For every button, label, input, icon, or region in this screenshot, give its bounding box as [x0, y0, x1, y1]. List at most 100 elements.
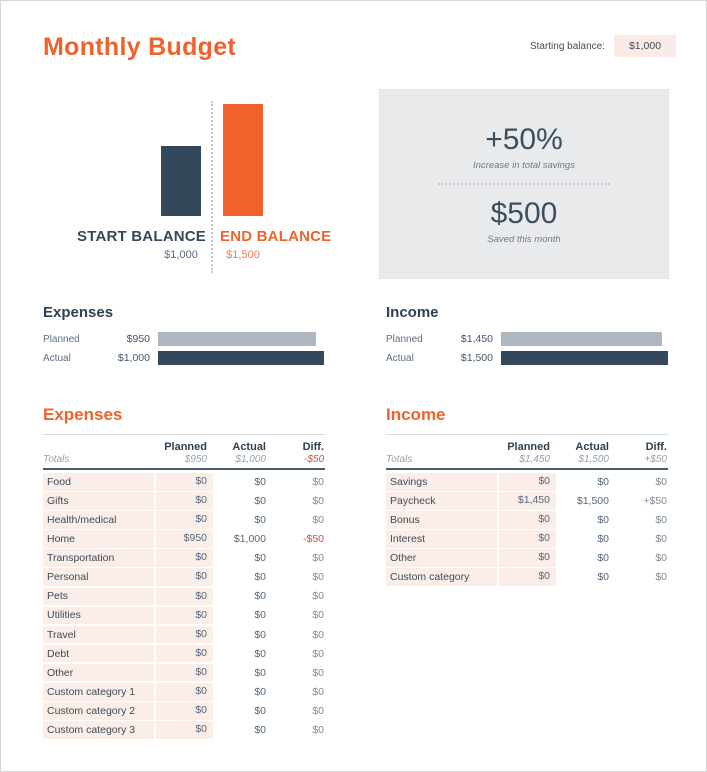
planned-cell[interactable]: $0	[156, 702, 213, 720]
actual-cell[interactable]: $0	[254, 590, 266, 603]
actual-cell[interactable]: $0	[254, 494, 266, 507]
planned-cell[interactable]: $0	[156, 568, 213, 586]
planned-cell[interactable]: $0	[156, 511, 213, 529]
actual-cell[interactable]: $0	[254, 666, 266, 679]
diff-cell: $0	[312, 685, 324, 698]
category-cell[interactable]: Custom category	[386, 568, 499, 586]
starting-balance-label: Starting balance:	[529, 40, 605, 52]
summary-bar	[158, 332, 316, 346]
starting-balance: Starting balance: $1,000	[530, 35, 676, 57]
actual-cell[interactable]: $0	[254, 571, 266, 584]
actual-cell[interactable]: $0	[597, 533, 609, 546]
column-header-diff: Diff.	[645, 441, 667, 453]
category-cell[interactable]: Paycheck	[386, 492, 499, 510]
start-balance-bar-track	[161, 104, 201, 216]
category-cell[interactable]: Bonus	[386, 511, 499, 529]
end-balance-bar	[223, 104, 263, 216]
summary-row: Planned $1,450	[386, 332, 668, 346]
planned-cell[interactable]: $0	[499, 549, 556, 567]
actual-cell[interactable]: $0	[254, 704, 266, 717]
diff-cell: $0	[312, 590, 324, 603]
summary-bar	[158, 351, 324, 365]
actual-cell[interactable]: $0	[254, 647, 266, 660]
planned-cell[interactable]: $0	[156, 587, 213, 606]
start-balance-bar	[161, 146, 201, 216]
end-balance-bar-track	[223, 104, 263, 216]
planned-cell[interactable]: $950	[156, 530, 213, 548]
summary-bar-track	[501, 351, 668, 365]
planned-cell[interactable]: $0	[156, 606, 213, 625]
summary-row-label: Planned	[386, 333, 423, 345]
planned-cell[interactable]: $0	[156, 683, 213, 701]
summary-bar-track	[501, 332, 668, 346]
category-cell[interactable]: Home	[43, 530, 156, 548]
totals-diff: -$50	[303, 454, 324, 465]
diff-cell: $0	[312, 494, 324, 507]
category-cell[interactable]: Custom category 2	[43, 702, 156, 720]
panel-divider	[438, 183, 610, 185]
planned-cell[interactable]: $0	[156, 473, 213, 491]
planned-cell[interactable]: $0	[156, 721, 213, 739]
category-cell[interactable]: Transportation	[43, 549, 156, 567]
actual-cell[interactable]: $0	[254, 552, 266, 565]
expenses-table-rows: Food $0 $0 $0 Gifts $0 $0 $0 Health/medi…	[43, 473, 325, 739]
expenses-table-header: Planned Actual Diff.	[43, 435, 325, 453]
income-table: Income Planned Actual Diff. Totals $1,45…	[386, 405, 668, 588]
summary-row: Actual $1,500	[386, 351, 668, 365]
diff-cell: -$50	[302, 533, 324, 546]
category-cell[interactable]: Food	[43, 473, 156, 491]
actual-cell[interactable]: $1,500	[576, 494, 609, 507]
planned-cell[interactable]: $0	[156, 644, 213, 663]
planned-cell[interactable]: $0	[156, 663, 213, 682]
category-cell[interactable]: Custom category 3	[43, 721, 156, 739]
summary-row-value: $950	[126, 333, 150, 345]
planned-cell[interactable]: $0	[499, 473, 556, 491]
actual-cell[interactable]: $0	[597, 475, 609, 488]
category-cell[interactable]: Health/medical	[43, 511, 156, 529]
income-summary-title: Income	[386, 304, 439, 321]
category-cell[interactable]: Gifts	[43, 492, 156, 510]
planned-cell[interactable]: $0	[499, 511, 556, 529]
savings-panel: +50% Increase in total savings $500 Save…	[379, 89, 669, 279]
planned-cell[interactable]: $1,450	[499, 492, 556, 510]
actual-cell[interactable]: $0	[254, 609, 266, 622]
category-cell[interactable]: Savings	[386, 473, 499, 491]
planned-cell[interactable]: $0	[156, 549, 213, 567]
planned-cell[interactable]: $0	[499, 530, 556, 548]
diff-cell: $0	[312, 666, 324, 679]
category-cell[interactable]: Personal	[43, 568, 156, 586]
expenses-table-title: Expenses	[43, 405, 123, 424]
actual-cell[interactable]: $0	[597, 571, 609, 584]
diff-cell: $0	[312, 704, 324, 717]
actual-cell[interactable]: $0	[597, 552, 609, 565]
diff-cell: $0	[655, 552, 667, 565]
category-cell[interactable]: Travel	[43, 625, 156, 644]
actual-cell[interactable]: $1,000	[233, 533, 266, 546]
category-cell[interactable]: Other	[386, 549, 499, 567]
table-row: Custom category 1 $0 $0 $0	[43, 683, 325, 701]
diff-cell: $0	[312, 552, 324, 565]
actual-cell[interactable]: $0	[254, 685, 266, 698]
table-row: Paycheck $1,450 $1,500 +$50	[386, 492, 668, 510]
starting-balance-field[interactable]: $1,000	[614, 35, 676, 57]
actual-cell[interactable]: $0	[597, 513, 609, 526]
table-row: Home $950 $1,000 -$50	[43, 530, 325, 548]
summary-row-label: Planned	[43, 333, 80, 345]
category-cell[interactable]: Interest	[386, 530, 499, 548]
category-cell[interactable]: Custom category 1	[43, 683, 156, 701]
category-cell[interactable]: Other	[43, 663, 156, 682]
actual-cell[interactable]: $0	[254, 513, 266, 526]
savings-amount-value: $500	[490, 197, 558, 230]
planned-cell[interactable]: $0	[499, 568, 556, 586]
planned-cell[interactable]: $0	[156, 625, 213, 644]
planned-cell[interactable]: $0	[156, 492, 213, 510]
actual-cell[interactable]: $0	[254, 475, 266, 488]
category-cell[interactable]: Debt	[43, 644, 156, 663]
actual-cell[interactable]: $0	[254, 628, 266, 641]
summary-bar	[501, 351, 668, 365]
diff-cell: $0	[312, 609, 324, 622]
diff-cell: +$50	[643, 494, 667, 507]
category-cell[interactable]: Pets	[43, 587, 156, 606]
actual-cell[interactable]: $0	[254, 723, 266, 736]
category-cell[interactable]: Utilities	[43, 606, 156, 625]
